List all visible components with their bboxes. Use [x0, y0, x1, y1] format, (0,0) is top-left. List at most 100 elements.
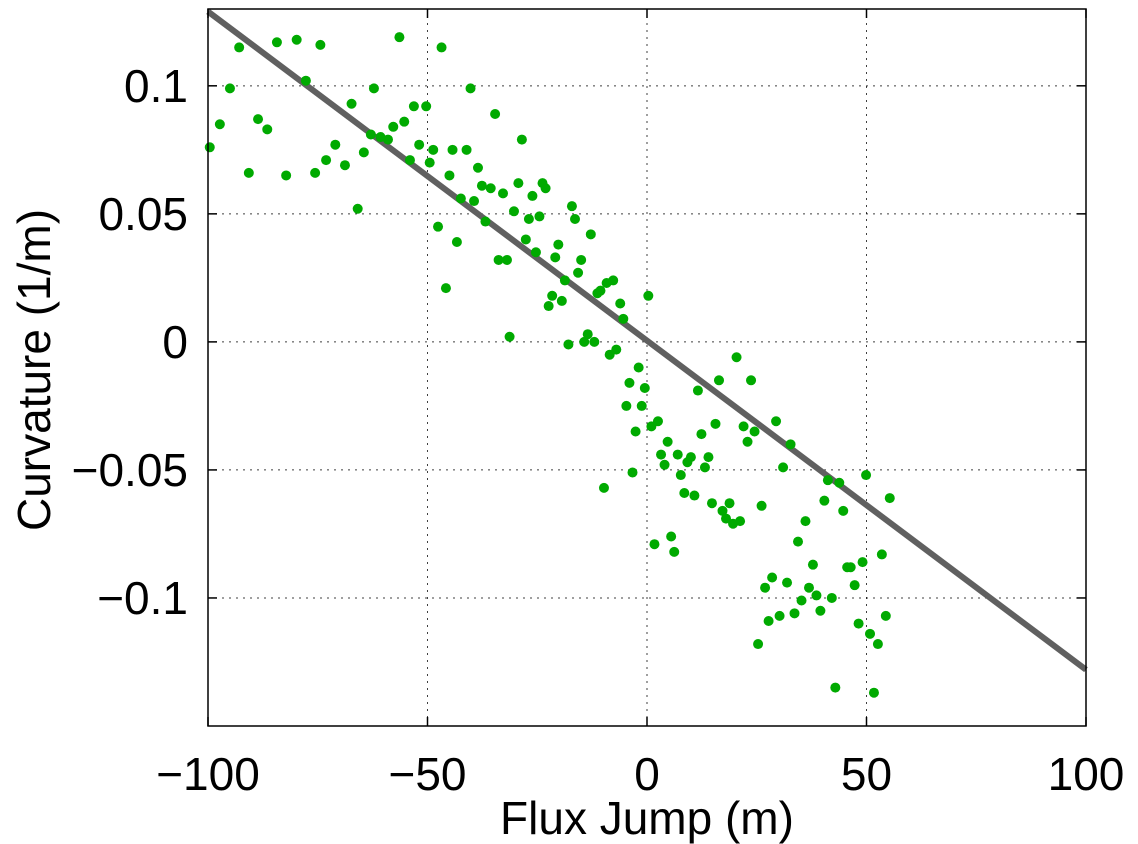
data-point: [540, 183, 551, 194]
data-point: [563, 339, 574, 350]
data-point: [618, 313, 629, 324]
data-point: [310, 167, 321, 178]
y-tick-label: −0.1: [97, 572, 188, 624]
x-tick-label: −50: [388, 748, 466, 800]
data-point: [845, 562, 856, 573]
data-point: [570, 213, 581, 224]
data-point: [738, 421, 749, 432]
data-point: [699, 462, 710, 473]
x-tick-label: 0: [634, 748, 660, 800]
data-point: [753, 639, 764, 650]
data-point: [669, 546, 680, 557]
data-point: [675, 470, 686, 481]
data-point: [679, 487, 690, 498]
data-point: [508, 206, 519, 217]
data-point: [321, 155, 332, 166]
data-point: [598, 482, 609, 493]
data-point: [490, 108, 501, 119]
data-point: [579, 336, 590, 347]
data-point: [358, 147, 369, 158]
data-point: [838, 505, 849, 516]
data-point: [692, 385, 703, 396]
data-point: [513, 178, 524, 189]
data-point: [872, 639, 883, 650]
data-point: [253, 114, 264, 125]
data-point: [485, 183, 496, 194]
data-point: [534, 211, 545, 222]
data-point: [472, 162, 483, 173]
data-point: [388, 121, 399, 132]
data-point: [585, 229, 596, 240]
data-point: [662, 436, 673, 447]
data-point: [451, 237, 462, 248]
x-tick-label: 100: [1048, 748, 1125, 800]
y-tick-label: 0: [162, 316, 188, 368]
data-point: [262, 124, 273, 135]
data-point: [399, 116, 410, 127]
data-point: [346, 98, 357, 109]
y-tick-label: 0.05: [98, 188, 188, 240]
data-point: [724, 498, 735, 509]
x-tick-label: −100: [156, 748, 260, 800]
data-point: [706, 498, 717, 509]
data-point: [204, 142, 215, 153]
data-point: [822, 475, 833, 486]
data-point: [710, 418, 721, 429]
data-point: [608, 275, 619, 286]
data-point: [672, 449, 683, 460]
data-point: [493, 254, 504, 265]
data-point: [830, 682, 841, 693]
data-point: [685, 452, 696, 463]
data-point: [763, 616, 774, 627]
data-point: [498, 188, 509, 199]
data-point: [504, 331, 515, 342]
data-point: [300, 75, 311, 86]
data-point: [800, 516, 811, 527]
data-point: [819, 495, 830, 506]
data-point: [807, 559, 818, 570]
regression-line: [206, 9, 1088, 673]
data-point: [589, 336, 600, 347]
data-point: [543, 301, 554, 312]
data-point: [553, 239, 564, 250]
data-point: [414, 139, 425, 150]
data-point: [689, 490, 700, 501]
data-point: [696, 429, 707, 440]
data-point: [884, 493, 895, 504]
axis-ticks: −100 −50 0 50 100 0.1 0.05 0 −0.05 −0.1: [72, 9, 1125, 800]
data-point: [857, 557, 868, 568]
data-point: [774, 610, 785, 621]
data-point: [404, 155, 415, 166]
x-axis-label: Flux Jump (m): [500, 792, 794, 844]
data-point: [547, 290, 558, 301]
data-point: [713, 375, 724, 386]
data-point: [440, 283, 451, 294]
data-point: [627, 467, 638, 478]
data-point: [731, 352, 742, 363]
data-point: [853, 618, 864, 629]
data-point: [771, 416, 782, 427]
data-point: [803, 582, 814, 593]
data-point: [469, 196, 480, 207]
data-point: [224, 83, 235, 94]
data-point: [394, 32, 405, 43]
data-point: [573, 267, 584, 278]
data-point: [465, 83, 476, 94]
data-point: [749, 426, 760, 437]
data-point: [550, 252, 561, 263]
data-point: [315, 39, 326, 50]
data-point: [633, 362, 644, 373]
data-point: [793, 536, 804, 547]
data-point: [721, 513, 732, 524]
y-tick-label: 0.1: [124, 60, 188, 112]
data-point: [520, 234, 531, 245]
data-point: [424, 157, 435, 168]
data-point: [717, 505, 728, 516]
y-axis-label: Curvature (1/m): [8, 209, 60, 531]
data-point: [501, 254, 512, 265]
data-point: [476, 180, 487, 191]
data-point: [789, 608, 800, 619]
data-point: [433, 221, 444, 232]
data-point: [281, 170, 292, 181]
